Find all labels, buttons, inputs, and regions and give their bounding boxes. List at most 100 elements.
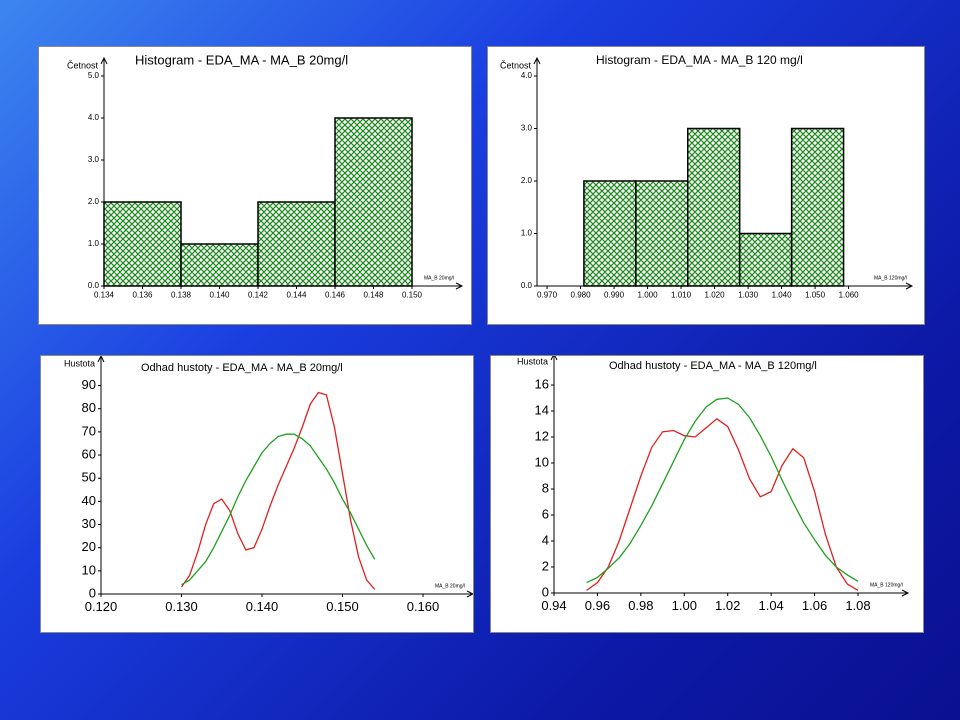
x-tick-label: 0.134 <box>94 290 115 299</box>
y-tick-label: 0 <box>542 584 549 599</box>
bar <box>635 180 689 287</box>
y-axis-label: Četnost <box>500 60 532 70</box>
y-tick-label: 14 <box>535 402 549 417</box>
x-tick-label: 0.146 <box>325 290 346 299</box>
x-tick-label: 0.138 <box>171 290 192 299</box>
x-tick-label: 1.010 <box>671 290 692 299</box>
y-axis-label: Hustota <box>64 358 95 368</box>
y-tick-label: 5.0 <box>88 71 100 80</box>
x-tick-label: 0.150 <box>326 599 359 614</box>
x-tick-label: 0.990 <box>604 290 625 299</box>
x-tick-label: 0.94 <box>541 598 566 613</box>
x-tick-label: 0.150 <box>402 290 423 299</box>
x-arrow <box>455 282 464 290</box>
y-tick-label: 4.0 <box>521 71 533 80</box>
y-tick-label: 10 <box>535 454 549 469</box>
y-tick-label: 50 <box>82 470 96 485</box>
x-tick-label: 1.060 <box>839 290 860 299</box>
y-tick-label: 10 <box>82 562 96 577</box>
density-line <box>181 433 376 586</box>
panel: Odhad hustoty - EDA_MA - MA_B 20mg/l Hust… <box>40 355 474 633</box>
y-tick-label: 4.0 <box>88 113 100 122</box>
bar <box>738 232 793 287</box>
y-tick-label: 2.0 <box>521 176 533 185</box>
x-tick-label: 0.980 <box>571 290 592 299</box>
y-tick-label: 60 <box>82 446 96 461</box>
y-tick-label: 8 <box>542 480 549 495</box>
y-arrow <box>533 56 541 65</box>
y-tick-label: 0.0 <box>88 281 100 290</box>
y-tick-label: 0.0 <box>521 281 533 290</box>
x-tick-label: 1.00 <box>672 598 697 613</box>
y-tick-label: 40 <box>82 493 96 508</box>
x-tick-label: 1.000 <box>638 290 659 299</box>
y-tick-label: 20 <box>82 539 96 554</box>
x-tick-label: 0.142 <box>248 290 269 299</box>
x-tick-label: 0.98 <box>628 598 653 613</box>
bar <box>180 243 259 287</box>
density-line <box>586 417 859 591</box>
bar <box>583 180 637 287</box>
x-tick-label: 0.148 <box>363 290 384 299</box>
x-tick-label: 1.04 <box>758 598 783 613</box>
chart-title: Histogram - EDA_MA - MA_B 120 mg/l <box>596 53 803 67</box>
y-arrow <box>97 356 105 363</box>
y-axis-label: Hustota <box>517 356 548 366</box>
y-tick-label: 4 <box>542 532 549 547</box>
y-tick-label: 6 <box>542 506 549 521</box>
x-tick-label: 1.08 <box>845 598 870 613</box>
panel: Histogram - EDA_MA - MA_B 120 mg/l Četnos… <box>487 46 925 325</box>
x-tick-label: 0.160 <box>407 599 440 614</box>
bar <box>103 201 182 287</box>
x-tick-label: 0.140 <box>246 599 279 614</box>
y-tick-label: 1.0 <box>88 239 100 248</box>
y-tick-label: 0 <box>89 585 96 600</box>
x-axis-label: MA_B 20mg/l <box>424 275 454 281</box>
panel: Odhad hustoty - EDA_MA - MA_B 120mg/l Hus… <box>490 355 924 633</box>
x-tick-label: 1.06 <box>802 598 827 613</box>
y-tick-label: 16 <box>535 376 549 391</box>
chart-title: Histogram - EDA_MA - MA_B 20mg/l <box>135 52 348 67</box>
x-axis-label: MA_B 120mg/l <box>874 275 907 281</box>
y-tick-label: 2 <box>542 558 549 573</box>
x-tick-label: 0.130 <box>165 599 198 614</box>
x-tick-label: 1.030 <box>738 290 759 299</box>
y-arrow <box>100 56 108 65</box>
y-tick-label: 12 <box>535 428 549 443</box>
panel: Histogram - EDA_MA - MA_B 20mg/l Četnost M… <box>38 46 472 325</box>
chart-title: Odhad hustoty - EDA_MA - MA_B 120mg/l <box>609 360 817 372</box>
y-tick-label: 30 <box>82 516 96 531</box>
bar <box>790 127 845 287</box>
bar <box>687 127 741 287</box>
y-tick-label: 1.0 <box>521 229 533 238</box>
x-tick-label: 0.136 <box>132 290 153 299</box>
x-tick-label: 1.040 <box>772 290 793 299</box>
y-tick-label: 90 <box>82 377 96 392</box>
x-tick-label: 0.120 <box>85 599 118 614</box>
bar <box>257 201 336 287</box>
x-arrow <box>901 589 910 597</box>
chart-title: Odhad hustoty - EDA_MA - MA_B 20mg/l <box>141 362 343 374</box>
y-tick-label: 80 <box>82 400 96 415</box>
density-line <box>586 397 859 584</box>
x-arrow <box>905 282 914 290</box>
bar <box>334 117 413 287</box>
x-tick-label: 1.020 <box>705 290 726 299</box>
y-arrow <box>550 356 558 361</box>
x-axis-label: MA_B 20mg/l <box>435 583 465 589</box>
x-tick-label: 1.050 <box>805 290 826 299</box>
x-tick-label: 0.144 <box>286 290 307 299</box>
y-tick-label: 70 <box>82 423 96 438</box>
y-tick-label: 3.0 <box>521 124 533 133</box>
x-arrow <box>466 590 473 598</box>
density-line <box>180 391 376 590</box>
x-tick-label: 0.970 <box>537 290 558 299</box>
x-axis-label: MA_B 120mg/l <box>870 582 903 588</box>
y-tick-label: 2.0 <box>88 197 100 206</box>
y-axis-label: Četnost <box>67 60 99 70</box>
y-tick-label: 3.0 <box>88 155 100 164</box>
x-tick-label: 0.96 <box>585 598 610 613</box>
x-tick-label: 1.02 <box>715 598 740 613</box>
x-tick-label: 0.140 <box>209 290 230 299</box>
